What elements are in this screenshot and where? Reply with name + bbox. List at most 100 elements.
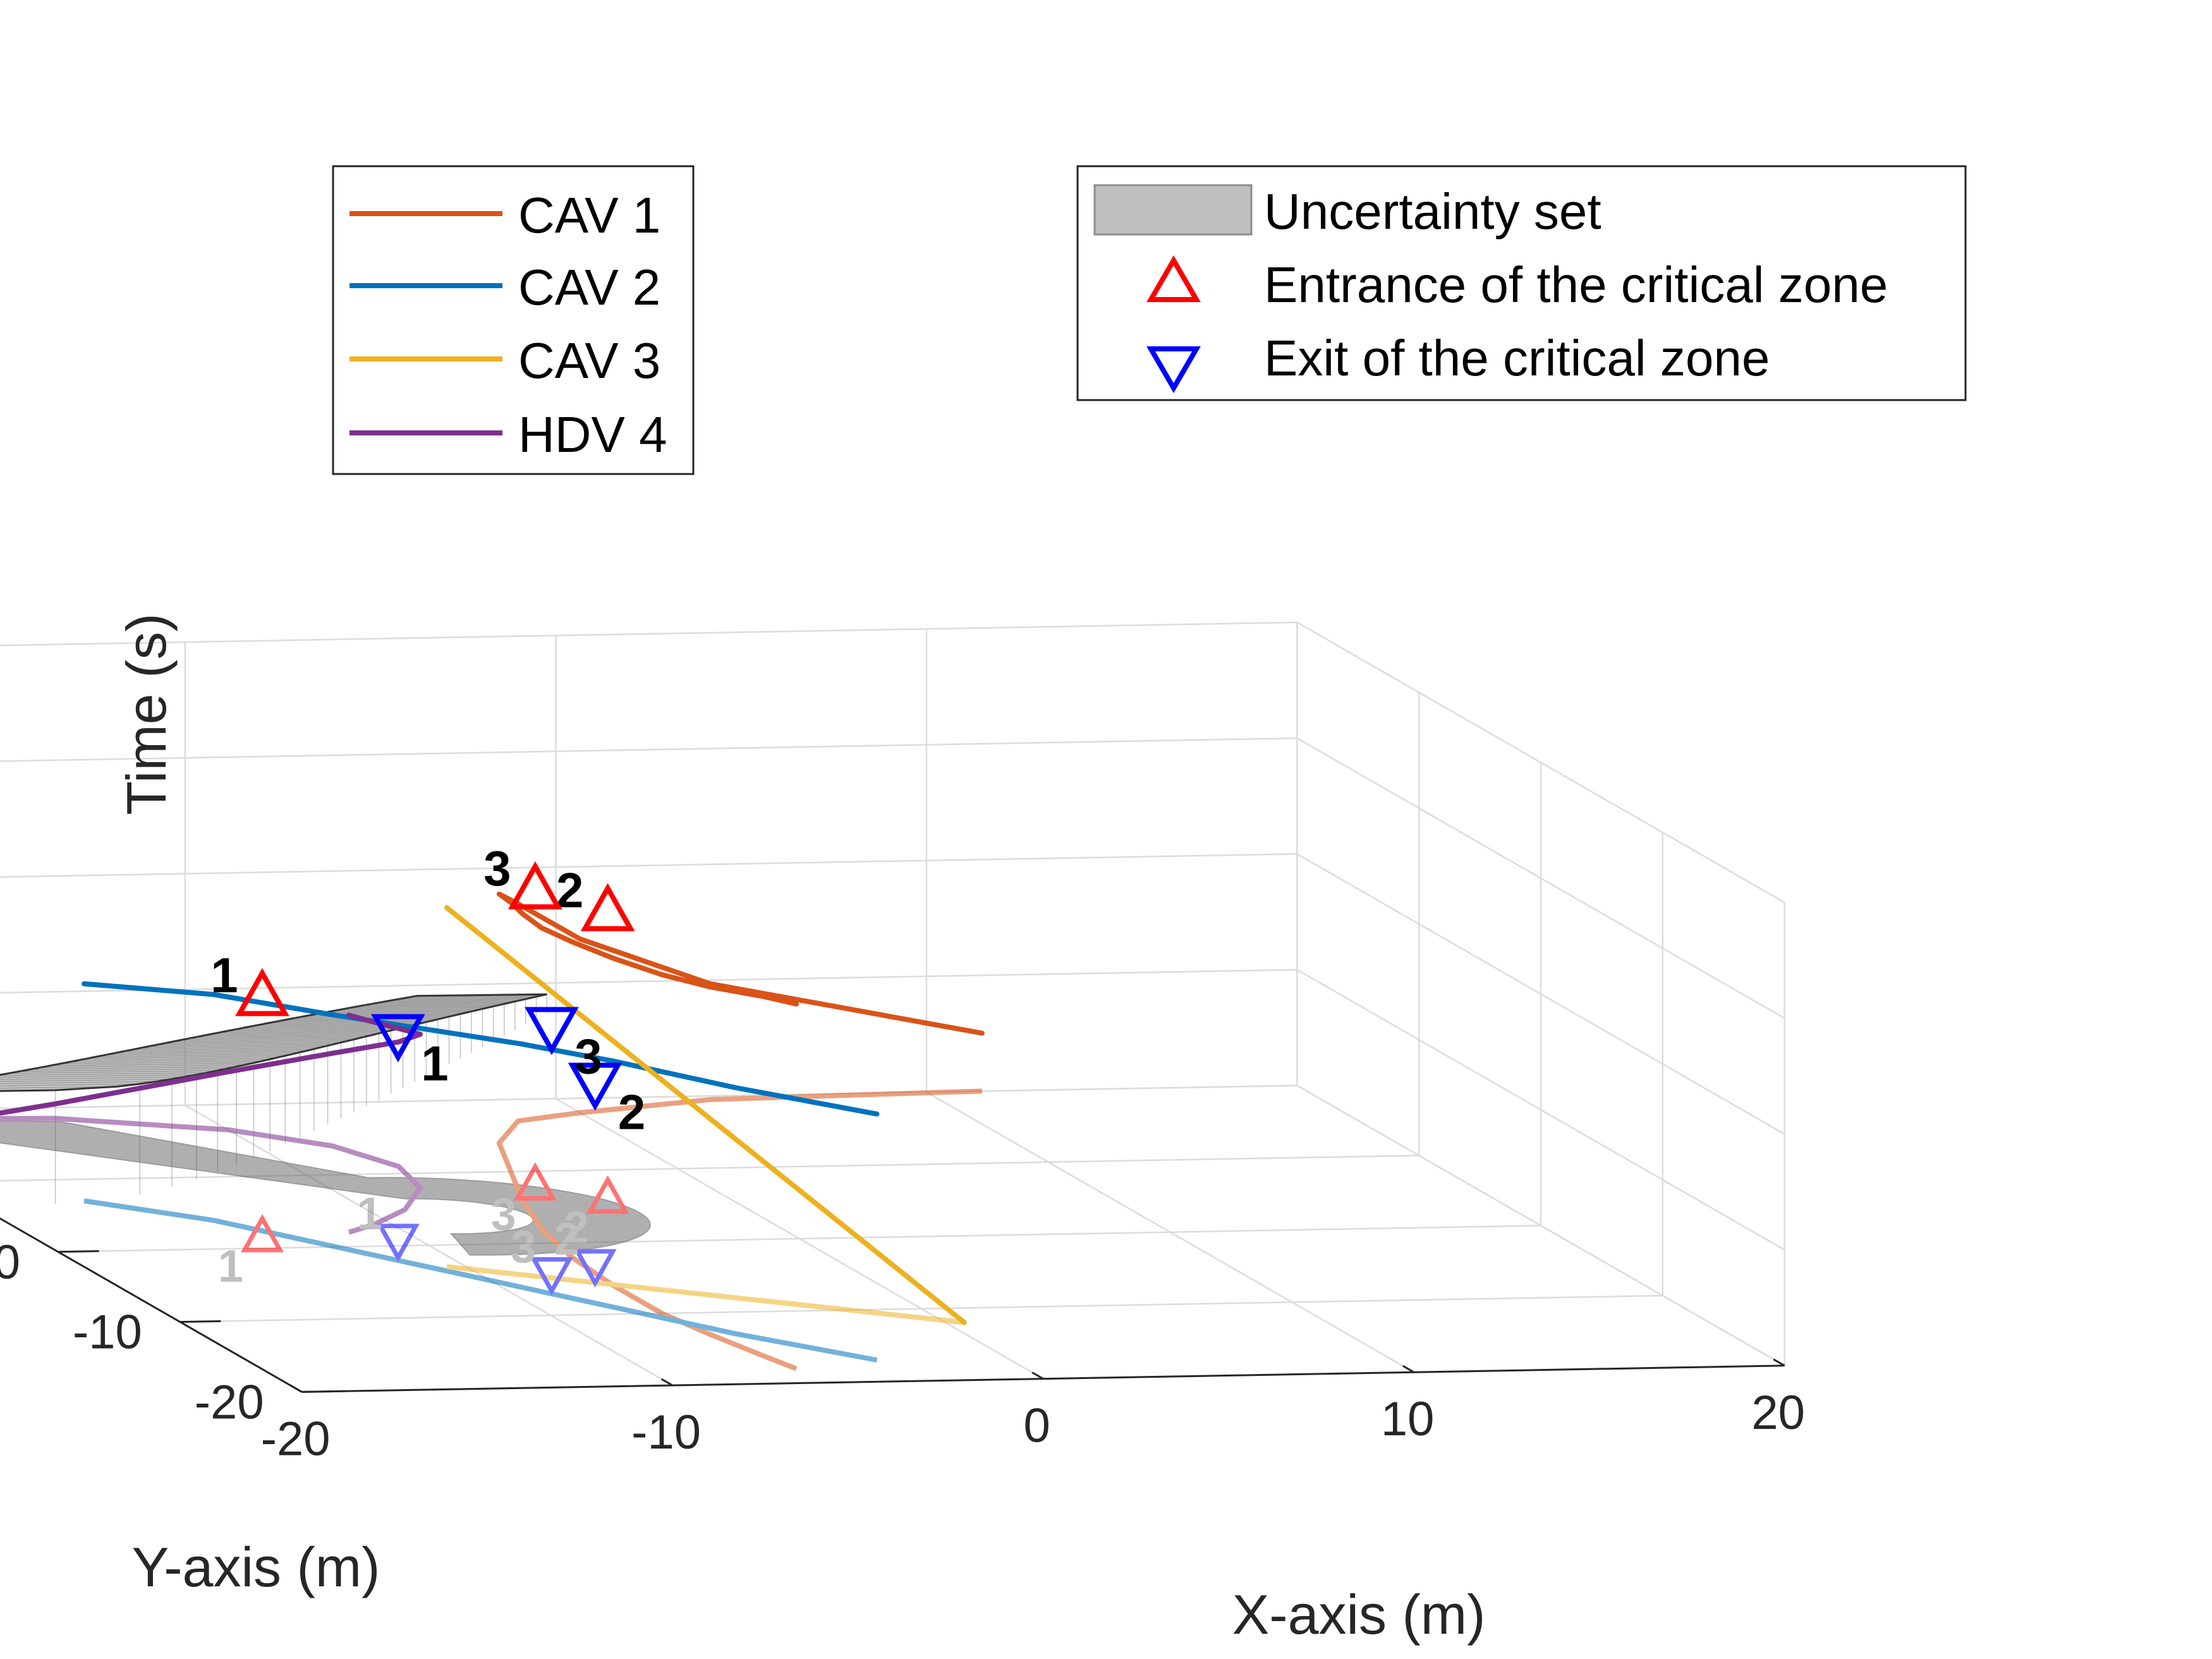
x-tick-label: -20 <box>261 1412 331 1466</box>
floor-projection: 1 23 1 23 <box>0 1088 983 1371</box>
grid-line-floor-y <box>179 1294 1663 1323</box>
x-tick-label: 20 <box>1751 1386 1805 1440</box>
grid-line-right-z <box>1296 853 1785 1135</box>
uncertainty-hatch <box>403 996 537 999</box>
uncertainty-hatch <box>171 1038 354 1043</box>
exit-marker <box>371 1014 425 1062</box>
uncertainty-hatch <box>416 994 547 997</box>
grid-line-back-z <box>0 853 1297 878</box>
x-tick <box>1402 1364 1414 1373</box>
grid-line-floor-y <box>58 1224 1541 1253</box>
floor-trajectory-cav-2 <box>83 1198 878 1363</box>
uncertainty-hatch <box>130 1047 321 1051</box>
grid-line-back-z <box>0 969 1297 994</box>
legend-label-cav-2: CAV 2 <box>518 259 660 315</box>
uncertainty-hatch <box>341 1007 488 1011</box>
x-tick <box>661 1378 673 1387</box>
uncertainty-hatch <box>0 1086 118 1089</box>
legend-swatch-uncertainty <box>1093 184 1253 236</box>
uncertainty-hatch <box>155 1042 341 1046</box>
floor-exit-marker <box>530 1257 573 1296</box>
floor-exit-label: 2 <box>554 1214 580 1265</box>
legend-entrance-marker-icon <box>1146 255 1201 302</box>
uncertainty-hatch <box>163 1040 348 1044</box>
legend-vehicles-box <box>332 165 695 475</box>
uncertainty-hatch <box>0 1090 56 1091</box>
uncertainty-hatch <box>147 1043 335 1047</box>
legend-label-exit: Exit of the critical zone <box>1264 330 1770 386</box>
floor-exit-marker <box>376 1224 420 1263</box>
uncertainty-hatch <box>225 1028 398 1032</box>
uncertainty-hatch <box>39 1064 246 1069</box>
grid-line-right-z <box>1296 1085 1785 1366</box>
floor-entrance-marker <box>586 1175 629 1214</box>
legend-label-cav-3: CAV 3 <box>518 332 660 389</box>
x-axis-label: X-axis (m) <box>1232 1583 1486 1646</box>
grid-line-right-z <box>1296 737 1785 1019</box>
entrance-marker-label: 2 <box>556 862 583 918</box>
uncertainty-hatch <box>368 1002 510 1006</box>
uncertainty-hatch <box>0 1076 185 1080</box>
floor-trajectory-cav-1 <box>496 1088 983 1371</box>
uncertainty-hatch <box>210 1031 386 1035</box>
uncertainty-hatch <box>362 1003 504 1006</box>
x-tick <box>1031 1371 1044 1380</box>
grid-line-right-z <box>1296 969 1785 1251</box>
floor-exit-label: 1 <box>357 1189 382 1239</box>
grid-line-back-z <box>0 737 1297 762</box>
floor-entrance-label: 2 <box>564 1203 589 1253</box>
uncertainty-hatch <box>7 1070 218 1074</box>
uncertainty-hatch <box>18 1068 228 1073</box>
uncertainty-hatch <box>375 1000 515 1004</box>
uncertainty-hatch <box>269 1020 432 1024</box>
z-axis-label: Time (s) <box>115 613 178 815</box>
legend-markers: Uncertainty set Entrance of the critical… <box>1076 165 1967 401</box>
uncertainty-hatch <box>122 1048 314 1052</box>
uncertainty-hatch <box>69 1059 270 1063</box>
floor-trajectory-hdv-4 <box>0 1115 423 1235</box>
uncertainty-hatch <box>29 1066 237 1071</box>
grid-line-back-z <box>0 621 1297 647</box>
y-tick <box>179 1320 221 1323</box>
entrance-marker <box>235 968 289 1016</box>
floor-exit-label: 3 <box>511 1222 536 1273</box>
grid-line-right-z <box>1296 621 1785 904</box>
uncertainty-hatch <box>389 999 526 1002</box>
uncertainty-hatch <box>319 1011 471 1014</box>
x-tick <box>290 1385 303 1393</box>
uncertainty-hatch <box>0 1072 208 1076</box>
floor-entrance-marker <box>241 1213 284 1253</box>
legend-label-cav-1: CAV 1 <box>518 187 660 243</box>
exit-marker <box>568 1062 623 1111</box>
uncertainty-hatch <box>202 1033 379 1036</box>
uncertainty-hatch <box>355 1004 499 1007</box>
x-tick <box>1773 1358 1785 1367</box>
floor-exit-marker <box>573 1249 617 1288</box>
uncertainty-hatch <box>0 1083 140 1086</box>
y-tick-label: -10 <box>73 1306 142 1359</box>
uncertainty-hatch <box>138 1045 328 1049</box>
uncertainty-hatch <box>49 1062 254 1067</box>
uncertainty-hatch <box>334 1008 483 1012</box>
uncertainty-hatch <box>233 1027 403 1031</box>
legend-label-hdv-4: HDV 4 <box>518 406 667 463</box>
trajectories <box>0 891 985 1325</box>
grid-line-floor-y <box>0 1155 1419 1182</box>
floor-entrance-marker <box>513 1162 557 1201</box>
uncertainty-hatch <box>78 1057 278 1061</box>
y-tick-label: 0 <box>0 1236 20 1289</box>
entrance-marker-label: 1 <box>210 947 238 1003</box>
uncertainty-hatch <box>382 999 521 1003</box>
x-axis-line <box>301 1364 1785 1393</box>
uncertainty-hatch <box>113 1050 307 1054</box>
floor-trajectory-cav-3 <box>446 1264 965 1325</box>
grid <box>0 621 1785 1393</box>
uncertainty-hatch <box>396 997 532 1000</box>
legend-exit-marker-icon <box>1146 346 1201 393</box>
exit-marker-label: 3 <box>574 1028 602 1084</box>
entrance-marker <box>507 861 562 909</box>
uncertainty-hatch <box>96 1053 293 1057</box>
trajectory-cav-1 <box>496 891 985 1036</box>
